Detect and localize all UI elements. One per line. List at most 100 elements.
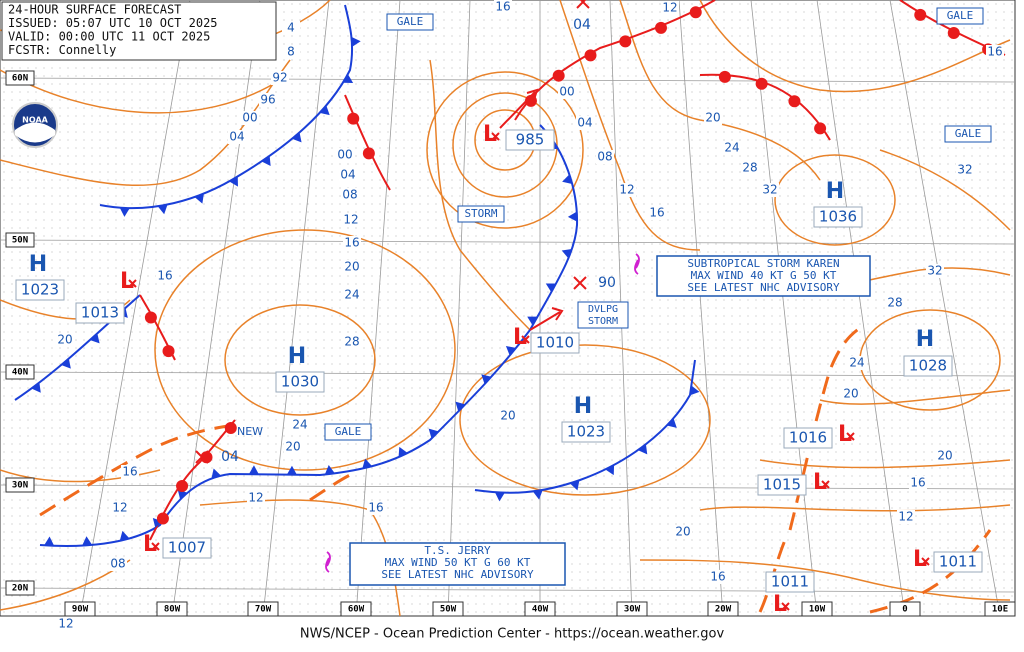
- warning-box: [324, 423, 372, 441]
- latitude-line: [0, 371, 1016, 377]
- isobar-label-bg: [709, 570, 727, 584]
- latitude-label: 30N: [12, 481, 28, 491]
- cold-front-pip: [286, 465, 297, 475]
- warm-front-pip: [362, 147, 375, 160]
- pressure-value: 1011: [939, 553, 977, 571]
- longitude-label: 70W: [255, 605, 272, 615]
- isobar-label: 12: [619, 183, 634, 197]
- isobar-label: 20: [705, 111, 720, 125]
- warning-box: [386, 13, 434, 31]
- cold-front-pip: [494, 492, 505, 502]
- low-symbol: L: [838, 422, 852, 447]
- isobar-label: 12: [58, 617, 73, 631]
- logo: NOAA: [12, 102, 58, 148]
- isobar-label-bg: [282, 45, 300, 59]
- pressure-box: [903, 355, 953, 377]
- pressure-box: [162, 537, 212, 559]
- isobar-label-bg: [343, 335, 361, 349]
- cold-front-pip: [532, 489, 543, 500]
- longitude-label: 40W: [532, 605, 549, 615]
- cold-front-pip: [428, 428, 439, 439]
- longitude-label-box: [247, 601, 279, 617]
- isobar-label: 12: [898, 510, 913, 524]
- isobar-label: 16: [368, 501, 383, 515]
- latitude-label: 60N: [12, 74, 28, 84]
- isobar-label: 08: [342, 188, 357, 202]
- longitude-label-box: [707, 601, 739, 617]
- labels: 60N 50N 40N 30N 20N 90W 80W 70W 60W 50W 40W 30W 20W 1…: [5, 0, 1016, 631]
- latitude-label-box: [5, 232, 35, 248]
- isobar-label-bg: [121, 465, 139, 479]
- longitude-label-box: [984, 601, 1016, 617]
- longitude-label: 50W: [440, 605, 457, 615]
- high-symbol: H: [29, 252, 47, 277]
- low-center-x: [151, 542, 160, 551]
- warning-box: [457, 205, 505, 223]
- forecast-pressure: 90: [598, 275, 616, 291]
- low-center-x: [821, 480, 830, 489]
- longitude-line: [447, 0, 471, 617]
- cold-front-pip: [455, 401, 466, 412]
- warm-front-pip: [347, 112, 360, 125]
- cold-front-pip: [637, 444, 648, 455]
- longitude-line: [678, 0, 724, 617]
- header-line: 24-HOUR SURFACE FORECAST: [8, 3, 181, 17]
- isobar-label: 16: [987, 45, 1002, 59]
- isobar-label-bg: [241, 111, 259, 125]
- longitude-label-box: [889, 601, 921, 617]
- cold-front-pip: [82, 536, 93, 546]
- warm-front-pip: [552, 69, 565, 82]
- isobar-label: 16: [344, 236, 359, 250]
- isobar-label-bg: [986, 45, 1004, 59]
- warm-front-pip: [156, 512, 169, 525]
- isobar-label-bg: [499, 409, 517, 423]
- isobar-label: 12: [343, 213, 358, 227]
- isobar-label: 28: [887, 296, 902, 310]
- isobar-label: 24: [724, 141, 739, 155]
- cold-front-pip: [398, 446, 408, 458]
- isobar-label-bg: [341, 188, 359, 202]
- isobar-label: 04: [229, 130, 244, 144]
- isobar-label-bg: [674, 525, 692, 539]
- cold-front-pip: [324, 464, 335, 475]
- advisory-line: MAX WIND 50 KT G 60 KT: [385, 556, 531, 569]
- isobar-label-bg: [897, 510, 915, 524]
- isobar-label-bg: [228, 130, 246, 144]
- latitude-label-box: [5, 364, 35, 380]
- low-symbol: L: [120, 269, 134, 294]
- isobar-label: 20: [57, 333, 72, 347]
- cold-front-pip: [689, 385, 700, 396]
- isobar-label-bg: [339, 168, 357, 182]
- low-center-x: [781, 602, 790, 611]
- warm-front-pip: [619, 35, 632, 48]
- cold-front-pip: [248, 465, 259, 475]
- isobar-label: 16: [910, 476, 925, 490]
- isobar-label: 24: [344, 288, 359, 302]
- pressure-value: 1030: [281, 373, 319, 391]
- pressure-value: 1023: [21, 281, 59, 299]
- pressure-value: 985: [516, 131, 545, 149]
- isobar-label: 08: [597, 150, 612, 164]
- pressure-box: [783, 427, 833, 449]
- cold-front-pip: [527, 316, 538, 326]
- warm-front-pip: [947, 27, 960, 40]
- cold-front-pip: [666, 418, 677, 428]
- longitude-label: 0: [902, 605, 907, 615]
- advisory-line: SEE LATEST NHC ADVISORY: [687, 281, 840, 294]
- high-symbol: H: [574, 394, 592, 419]
- isobar-label-bg: [558, 85, 576, 99]
- isobar-label-bg: [648, 206, 666, 220]
- warm-front-pip: [162, 345, 175, 358]
- longitude-label: 10E: [992, 605, 1008, 615]
- high-symbol: H: [916, 327, 934, 352]
- logo-text: NOAA: [22, 116, 48, 125]
- pressure-box: [75, 302, 125, 324]
- isobar-label-bg: [247, 491, 265, 505]
- longitude-line: [355, 0, 401, 617]
- latitude-line: [0, 77, 1016, 83]
- cold-front-pip: [177, 489, 188, 500]
- isobar-label: 20: [937, 449, 952, 463]
- cold-front-pip: [605, 464, 615, 476]
- low-symbol: L: [913, 547, 927, 572]
